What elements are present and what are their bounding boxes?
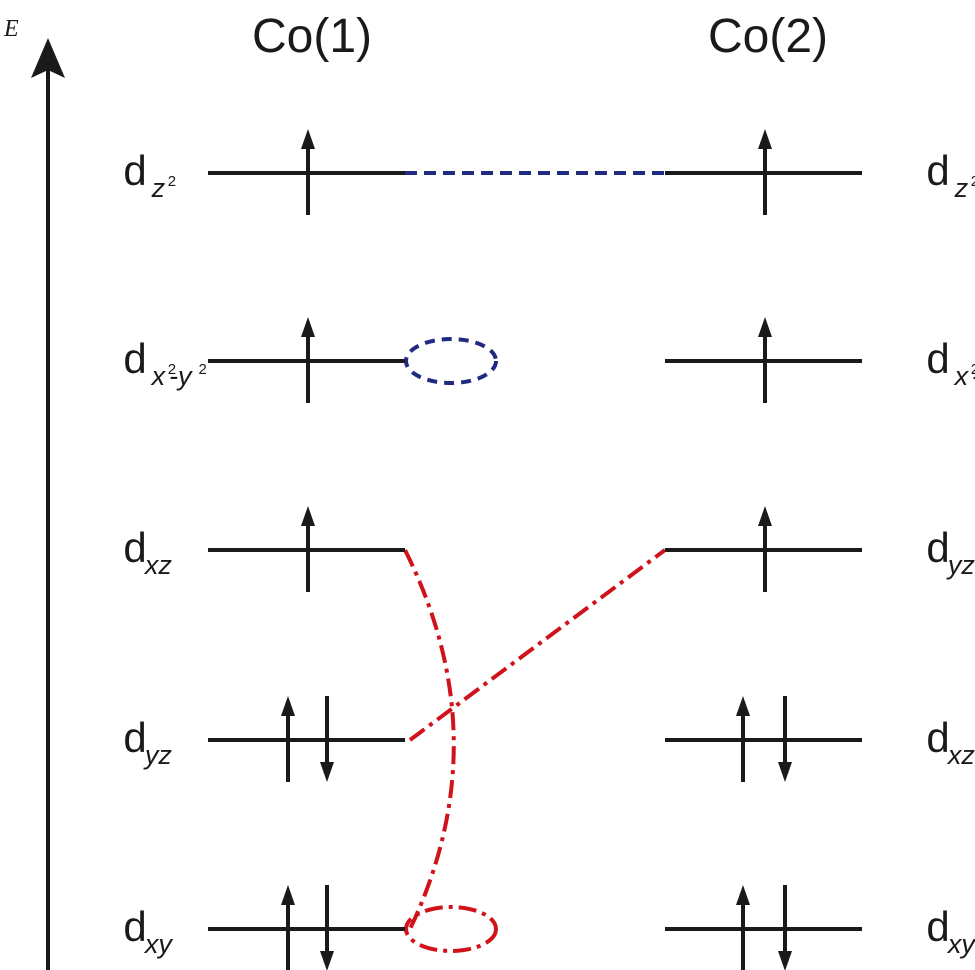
column-title: Co(2) xyxy=(708,10,828,63)
orbital-label: dyz xyxy=(123,714,172,770)
label-part: z xyxy=(954,173,969,203)
label-part: yz xyxy=(143,740,173,770)
electron-arrowhead xyxy=(320,762,334,782)
electron-arrowhead xyxy=(301,129,315,149)
electron-arrowhead xyxy=(758,506,772,526)
electron-arrowhead xyxy=(778,951,792,970)
label-part: 2 xyxy=(971,361,975,378)
electron-arrowhead xyxy=(301,317,315,337)
label-part: xy xyxy=(946,929,975,959)
axis-label: E xyxy=(3,16,19,42)
label-part: -y xyxy=(972,361,975,391)
electron-arrowhead xyxy=(281,696,295,716)
orbital-label: dx2-y2 xyxy=(926,335,975,391)
label-part: 2 xyxy=(971,173,975,190)
label-part: d xyxy=(926,524,949,571)
red-interaction xyxy=(408,548,667,742)
label-part: d xyxy=(123,524,146,571)
label-part: d xyxy=(926,147,949,194)
orbital-label: dyz xyxy=(926,524,975,580)
red-lobe xyxy=(404,905,498,953)
label-part: d xyxy=(123,335,146,382)
electron-arrowhead xyxy=(736,696,750,716)
label-part: d xyxy=(926,714,949,761)
orbital-label: dxz xyxy=(123,524,172,580)
electron-arrowhead xyxy=(736,885,750,905)
electron-arrowhead xyxy=(281,885,295,905)
blue-lobe xyxy=(404,337,498,385)
label-part: x xyxy=(953,361,970,391)
electron-arrowhead xyxy=(301,506,315,526)
orbital-label: dxz xyxy=(926,714,975,770)
energy-axis-arrowhead xyxy=(31,38,65,78)
label-part: d xyxy=(123,714,146,761)
label-part: d xyxy=(926,903,949,950)
red-interaction xyxy=(403,549,456,930)
label-part: d xyxy=(926,335,949,382)
label-part: 2 xyxy=(168,173,176,190)
electron-arrowhead xyxy=(320,951,334,970)
label-part: xz xyxy=(946,740,975,770)
label-part: yz xyxy=(946,550,975,580)
label-part: z xyxy=(151,173,166,203)
label-part: x xyxy=(150,361,167,391)
electron-arrowhead xyxy=(758,317,772,337)
label-part: xy xyxy=(143,929,174,959)
label-part: -y xyxy=(169,361,193,391)
orbital-label: dxy xyxy=(926,903,975,959)
label-part: 2 xyxy=(168,361,176,378)
orbital-label: dxy xyxy=(123,903,173,959)
label-part: 2 xyxy=(199,361,207,378)
label-part: xz xyxy=(143,550,173,580)
electron-arrowhead xyxy=(758,129,772,149)
label-part: d xyxy=(123,903,146,950)
electron-arrowhead xyxy=(778,762,792,782)
column-title: Co(1) xyxy=(252,10,372,63)
label-part: d xyxy=(123,147,146,194)
